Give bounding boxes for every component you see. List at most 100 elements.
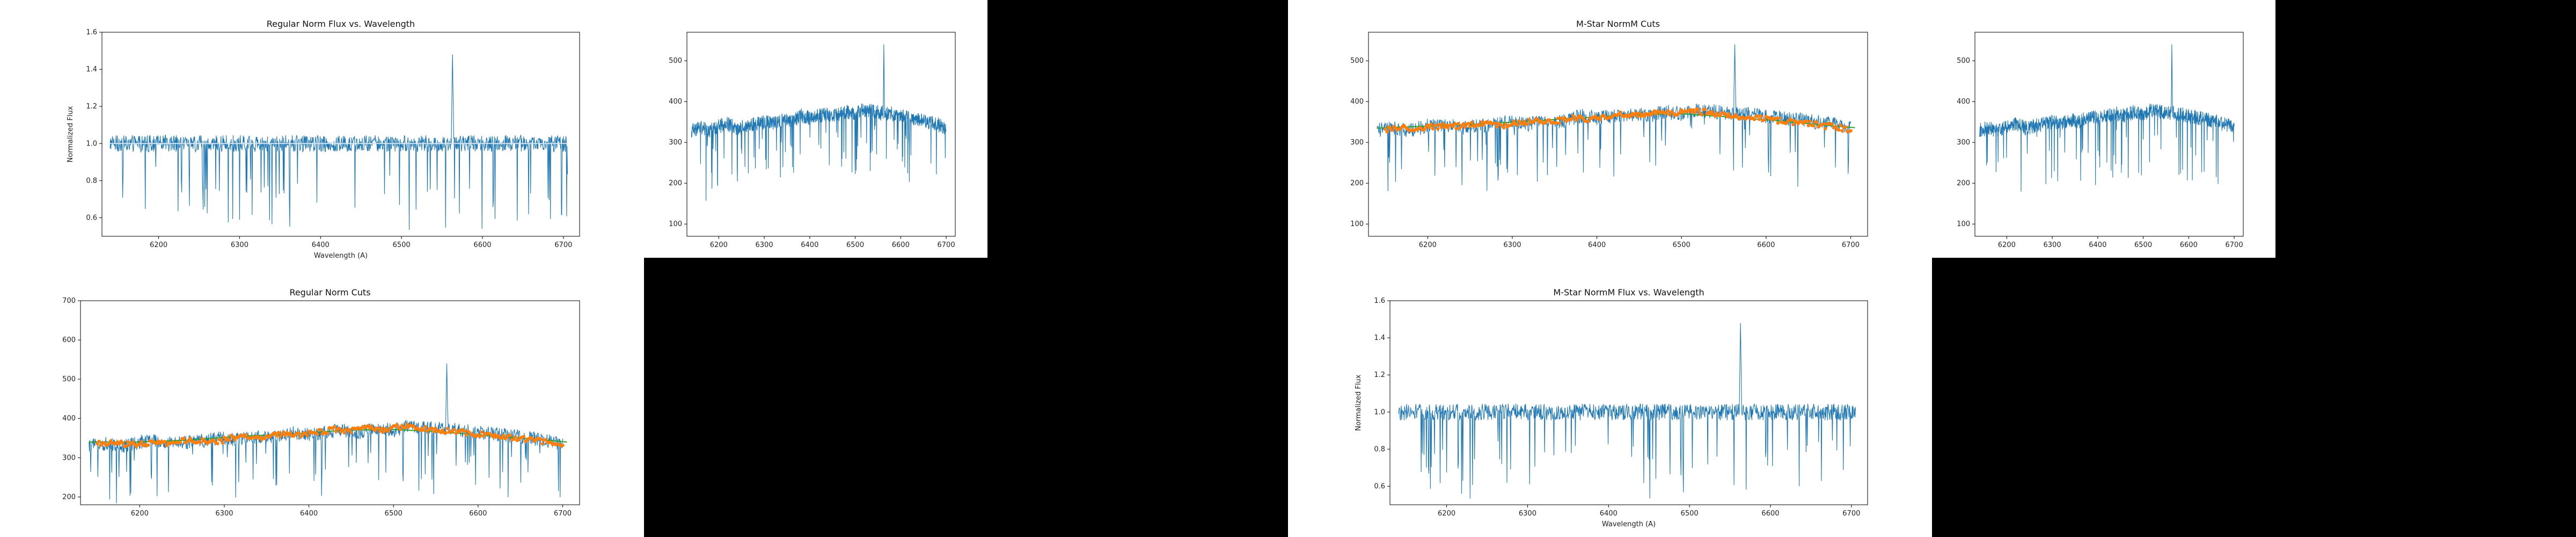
- c4-cut-point: [1598, 118, 1602, 121]
- c4-cut-point: [1441, 122, 1445, 126]
- c3-cut-point: [222, 436, 226, 439]
- c3-cut-point: [434, 426, 438, 430]
- figure-panel-1: 6200 6300 6400 6500 6600 6700 0.6 0.8 1.0 1.2 1.4 1…: [0, 0, 644, 537]
- c5-ytick-label: 1.4: [1374, 334, 1385, 342]
- c3-cut-point: [216, 441, 219, 446]
- c4-cut-point: [1789, 118, 1794, 122]
- c4-cut-point: [1815, 120, 1819, 124]
- c4-cut-point: [1502, 126, 1506, 130]
- c4-cut-point: [1456, 122, 1460, 126]
- c4-cut-point: [1558, 121, 1562, 125]
- c4-cut-point: [1570, 117, 1574, 121]
- c4-title: M-Star NormM Cuts: [1576, 19, 1660, 29]
- c3-cut-point: [380, 426, 384, 430]
- c3-cut-point: [258, 435, 262, 439]
- c4-xtick-label: 6400: [1588, 241, 1606, 249]
- c4-cut-point: [1593, 114, 1597, 118]
- c4-chart: 6200 6300 6400 6500 6600 6700 100 200 300 400 500 M…: [1350, 19, 1868, 249]
- c4-cut-point: [1629, 114, 1633, 119]
- c3-cut-point: [178, 440, 182, 444]
- c2-ytick-label: 500: [669, 57, 682, 65]
- c3-cut-point: [501, 433, 506, 437]
- c3-cut-point: [444, 431, 448, 435]
- c4-cut-point: [1468, 125, 1472, 128]
- panel-4-canvas: 6200 6300 6400 6500 6600 6700 100 200 300 400 500: [1957, 32, 2244, 249]
- c2-ytick-label: 400: [669, 98, 682, 106]
- c2-chart: 6200 6300 6400 6500 6600 6700 100 200 300 400 500: [669, 32, 956, 249]
- c4-cut-point: [1431, 127, 1435, 130]
- c4-xtick-label: 6700: [1842, 241, 1860, 249]
- c6-xtick-label: 6200: [1998, 241, 2016, 249]
- c1-xtick-label: 6400: [312, 241, 330, 249]
- c4-cut-point: [1718, 113, 1722, 117]
- c5-ytick-label: 0.8: [1374, 445, 1385, 453]
- c3-cut-point: [480, 430, 484, 434]
- c4-cut-point: [1637, 111, 1641, 115]
- c4-cut-point: [1436, 127, 1440, 131]
- c3-cut-point: [349, 431, 353, 434]
- c4-cut-point: [1696, 108, 1700, 112]
- c3-cut-point: [366, 424, 370, 427]
- c6-xtick-label: 6700: [2226, 241, 2243, 249]
- c2-ytick-label: 200: [669, 179, 682, 187]
- c3-title: Regular Norm Cuts: [289, 287, 370, 297]
- c3-cut-point: [405, 423, 409, 426]
- c3-cut-point: [300, 433, 304, 437]
- c6-chart: 6200 6300 6400 6500 6600 6700 100 200 300 400 500: [1957, 32, 2244, 249]
- c5-chart: 6200 6300 6400 6500 6600 6700 0.6 0.8 1.0 1.2 1.4 1…: [1355, 287, 1868, 528]
- c4-cut-point: [1575, 118, 1578, 122]
- c4-cut-point: [1666, 109, 1670, 113]
- c6-ytick-label: 100: [1957, 220, 1970, 228]
- c2-xtick-label: 6200: [710, 241, 728, 249]
- c3-cut-point: [282, 430, 286, 434]
- c4-cut-point: [1727, 112, 1731, 116]
- panel-2-canvas: 6200 6300 6400 6500 6600 6700 100 200 300 400 500: [669, 32, 956, 249]
- c4-cut-point: [1725, 115, 1729, 119]
- c3-cut-point: [228, 439, 231, 442]
- c4-cut-point: [1512, 119, 1516, 124]
- c1-axes: 6200 6300 6400 6500 6600 6700 0.6 0.8 1.0 1.2 1.4 1…: [86, 28, 572, 249]
- c5-plot-area: [1389, 300, 1868, 505]
- c2-ytick-label: 100: [669, 220, 682, 228]
- c3-cut-point: [131, 440, 135, 444]
- c3-cut-point: [341, 428, 345, 432]
- c3-cut-point: [102, 441, 106, 445]
- c3-ytick-label: 200: [62, 493, 76, 501]
- c3-cut-point: [319, 428, 323, 432]
- c3-cut-point: [500, 436, 504, 440]
- c4-cut-point: [1752, 118, 1756, 121]
- c4-axes: 6200 6300 6400 6500 6600 6700 100 200 300 400 500: [1350, 57, 1860, 249]
- c3-xtick-label: 6200: [131, 510, 149, 518]
- c3-cut-point: [342, 431, 346, 435]
- c4-cut-point: [1805, 119, 1809, 124]
- figure-panel-4: 6200 6300 6400 6500 6600 6700 100 200 300 400 500: [1932, 0, 2576, 537]
- c1-y-axis-label: Normalized Flux: [67, 106, 75, 162]
- c1-ytick-label: 0.8: [86, 177, 97, 185]
- c2-ytick-label: 300: [669, 139, 682, 147]
- c4-cut-point: [1642, 114, 1646, 118]
- c5-xtick-label: 6700: [1842, 510, 1860, 518]
- c4-cut-point: [1461, 122, 1465, 126]
- c3-cut-point: [126, 440, 130, 444]
- c4-xtick-label: 6500: [1673, 241, 1690, 249]
- c3-chart: 6200 6300 6400 6500 6600 6700 200 300 400 500 600 7…: [62, 287, 580, 518]
- c5-spectrum-line: [1397, 323, 1856, 499]
- c3-cut-point: [97, 439, 101, 444]
- c4-ytick-label: 500: [1350, 57, 1364, 65]
- c3-cut-point: [107, 441, 111, 446]
- c3-cut-point: [244, 433, 248, 437]
- c3-cut-point: [146, 443, 150, 447]
- c1-xtick-label: 6500: [393, 241, 411, 249]
- c3-cut-point: [348, 428, 352, 432]
- c3-ytick-label: 500: [62, 375, 76, 383]
- c6-xtick-label: 6600: [2180, 241, 2198, 249]
- c3-cut-point: [412, 424, 416, 429]
- c4-cut-point: [1439, 125, 1443, 129]
- c3-cut-point: [332, 425, 336, 429]
- c5-series-group: [1397, 323, 1856, 499]
- c3-cut-point: [452, 427, 456, 431]
- c4-cut-point: [1830, 122, 1834, 126]
- c5-xtick-label: 6400: [1600, 510, 1618, 518]
- c3-cut-point: [540, 442, 544, 446]
- c3-cut-point: [275, 433, 279, 438]
